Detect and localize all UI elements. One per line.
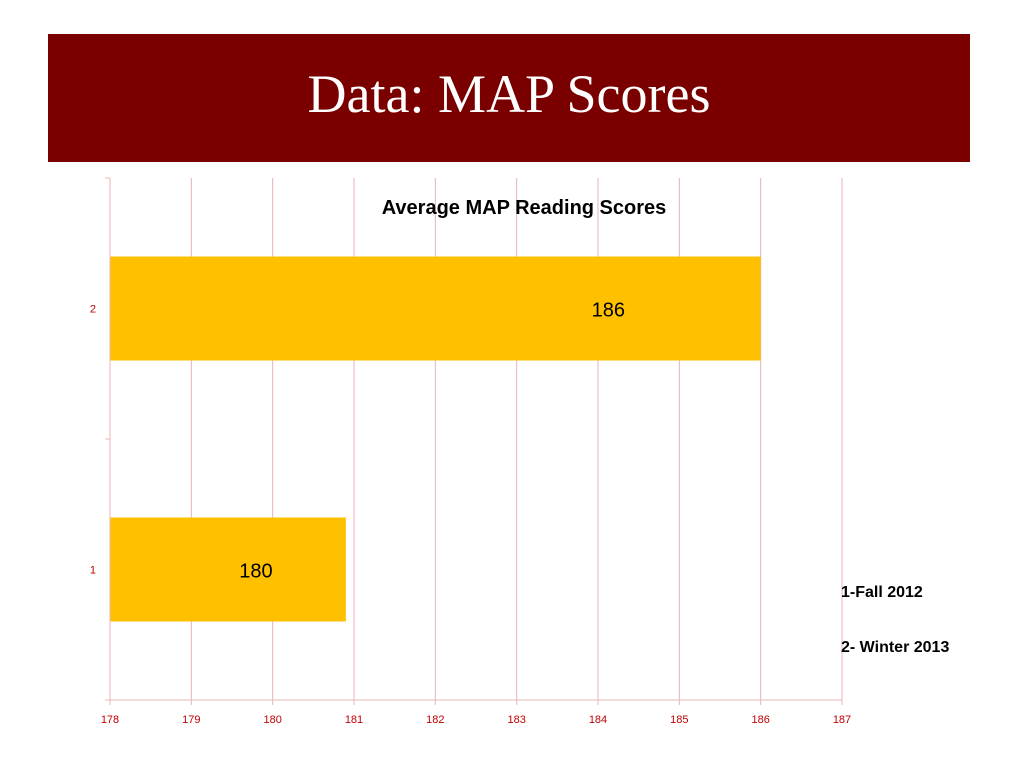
grid-lines: [109, 178, 843, 700]
legend-note-fall: 1-Fall 2012: [841, 584, 923, 601]
chart-title: Average MAP Reading Scores: [382, 197, 667, 219]
tick-labels: 178 179 180 181 182 183 184 185 186 187 1 2 180 186: [90, 300, 851, 727]
x-tick-label: 178: [101, 714, 119, 726]
x-tick-label: 179: [182, 714, 200, 726]
axes: [105, 177, 843, 705]
x-tick-label: 187: [833, 714, 851, 726]
x-tick-label: 186: [751, 714, 769, 726]
x-tick-label: 181: [345, 714, 363, 726]
title-banner: Data: MAP Scores: [48, 34, 970, 162]
bars: [110, 256, 761, 622]
data-label: 186: [592, 300, 625, 322]
x-tick-label: 182: [426, 714, 444, 726]
x-tick-label: 180: [263, 714, 281, 726]
slide-title: Data: MAP Scores: [307, 64, 711, 124]
bar-1: [110, 517, 346, 622]
y-category-label: 1: [90, 565, 96, 577]
x-tick-label: 184: [589, 714, 607, 726]
x-tick-label: 185: [670, 714, 688, 726]
legend-note-winter: 2- Winter 2013: [841, 639, 949, 656]
x-tick-label: 183: [507, 714, 525, 726]
y-category-label: 2: [90, 304, 96, 316]
bar-2: [110, 256, 761, 361]
data-label: 180: [239, 561, 272, 583]
